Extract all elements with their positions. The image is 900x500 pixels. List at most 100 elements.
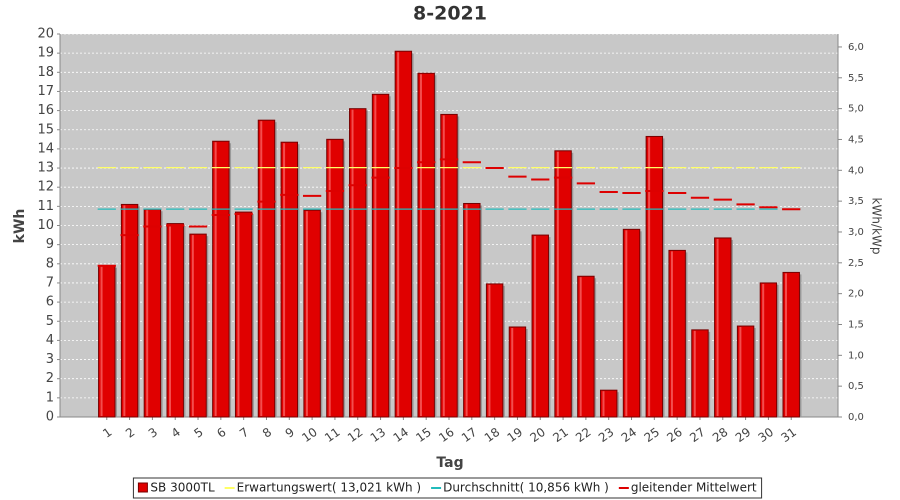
bar-highlight: [556, 151, 559, 416]
y2-tick-label: 1,5: [848, 319, 864, 330]
legend: SB 3000TL Erwartungswert( 13,021 kWh ) Dur…: [132, 477, 763, 499]
y2-tick-label: 2,0: [848, 289, 864, 300]
bar: [622, 228, 641, 418]
y-tick-label: 19: [37, 46, 54, 61]
x-tick-label: 9: [283, 425, 297, 441]
legend-label: Durchschnitt( 10,856 kWh ): [443, 481, 609, 495]
bar: [782, 271, 800, 418]
bar: [691, 329, 709, 418]
x-tick-label: 22: [573, 425, 594, 445]
x-tick-label: 16: [436, 425, 457, 445]
legend-item: Erwartungswert( 13,021 kWh ): [224, 481, 421, 495]
legend-swatch: [137, 482, 148, 493]
y2-tick-label: 4,5: [848, 134, 864, 145]
bar: [234, 211, 253, 418]
y-axis-label: kWh: [12, 209, 28, 244]
y-tick-label: 18: [37, 65, 54, 80]
bar: [577, 275, 595, 418]
bar: [303, 209, 321, 418]
legend-label: SB 3000TL: [150, 481, 215, 495]
bar-highlight: [237, 213, 240, 416]
bar: [668, 249, 686, 418]
legend-label: Erwartungswert( 13,021 kWh ): [237, 481, 421, 495]
y-tick-label: 16: [37, 103, 54, 118]
bar: [759, 282, 778, 418]
bar-highlight: [693, 330, 696, 416]
bar: [120, 203, 139, 418]
x-tick-label: 23: [596, 425, 617, 445]
x-tick-label: 27: [687, 425, 708, 445]
legend-item: Durchschnitt( 10,856 kWh ): [431, 481, 609, 495]
y2-tick-label: 5,5: [848, 73, 864, 84]
y2-tick-label: 3,5: [848, 196, 864, 207]
bar: [463, 202, 481, 418]
chart-title: 8-2021: [413, 3, 487, 25]
bar-highlight: [214, 142, 217, 417]
bar-highlight: [762, 283, 765, 416]
bar-highlight: [534, 236, 537, 416]
y-tick-label: 12: [37, 180, 54, 195]
bar: [531, 234, 549, 418]
x-tick-label: 5: [191, 425, 205, 441]
bar-highlight: [419, 74, 422, 416]
bar-highlight: [328, 140, 331, 416]
x-tick-label: 1: [100, 425, 114, 441]
legend-box: [132, 477, 763, 499]
bar-highlight: [123, 205, 126, 416]
x-tick-label: 8: [260, 425, 274, 441]
bar-highlight: [374, 95, 377, 416]
x-tick-label: 15: [413, 425, 434, 445]
y-tick-label: 1: [46, 390, 54, 405]
x-tick-label: 21: [550, 425, 571, 445]
bar-highlight: [648, 137, 651, 416]
bar-highlight: [465, 204, 468, 416]
x-axis-label: Tag: [436, 455, 463, 471]
bar: [417, 72, 435, 418]
bar: [485, 283, 504, 418]
bar-highlight: [670, 251, 673, 416]
x-tick-label: 30: [756, 425, 777, 445]
y2-tick-label: 6,0: [848, 42, 864, 53]
y-tick-label: 14: [37, 141, 54, 156]
y-tick-label: 5: [46, 314, 54, 329]
bar-highlight: [169, 224, 172, 416]
x-tick-label: 3: [146, 425, 160, 441]
bar: [508, 326, 527, 418]
y-tick-label: 17: [37, 84, 54, 99]
bar-highlight: [511, 327, 514, 416]
y-tick-label: 10: [37, 218, 54, 233]
x-tick-label: 7: [237, 425, 251, 441]
y-tick-label: 15: [37, 122, 54, 137]
x-tick-label: 25: [642, 425, 663, 445]
x-tick-label: 18: [482, 425, 503, 445]
x-tick-label: 10: [299, 425, 320, 445]
y2-tick-label: 3,0: [848, 227, 864, 238]
bar: [189, 233, 207, 418]
bar: [554, 150, 572, 418]
y-tick-label: 7: [46, 275, 54, 290]
bar-highlight: [785, 273, 788, 416]
bar: [371, 93, 390, 418]
y-tick-label: 0: [46, 410, 54, 425]
bar-highlight: [146, 210, 149, 416]
bar: [736, 325, 755, 418]
bar: [280, 141, 299, 418]
bar-highlight: [739, 327, 742, 416]
y-tick-label: 8: [46, 256, 54, 271]
bar-highlight: [488, 284, 491, 416]
bar: [166, 223, 184, 418]
y2-tick-label: 4,0: [848, 165, 864, 176]
bar: [212, 140, 230, 418]
x-tick-label: 14: [391, 425, 412, 445]
y-tick-label: 11: [37, 199, 54, 214]
bar-highlight: [579, 277, 582, 416]
x-tick-label: 2: [123, 425, 137, 441]
bar-highlight: [625, 230, 628, 416]
y-tick-label: 13: [37, 161, 54, 176]
y-tick-label: 3: [46, 352, 54, 367]
bar: [440, 113, 458, 418]
x-tick-label: 17: [459, 425, 480, 445]
y2-tick-label: 2,5: [848, 258, 864, 269]
x-tick-label: 26: [664, 425, 685, 445]
x-tick-label: 31: [778, 425, 799, 445]
